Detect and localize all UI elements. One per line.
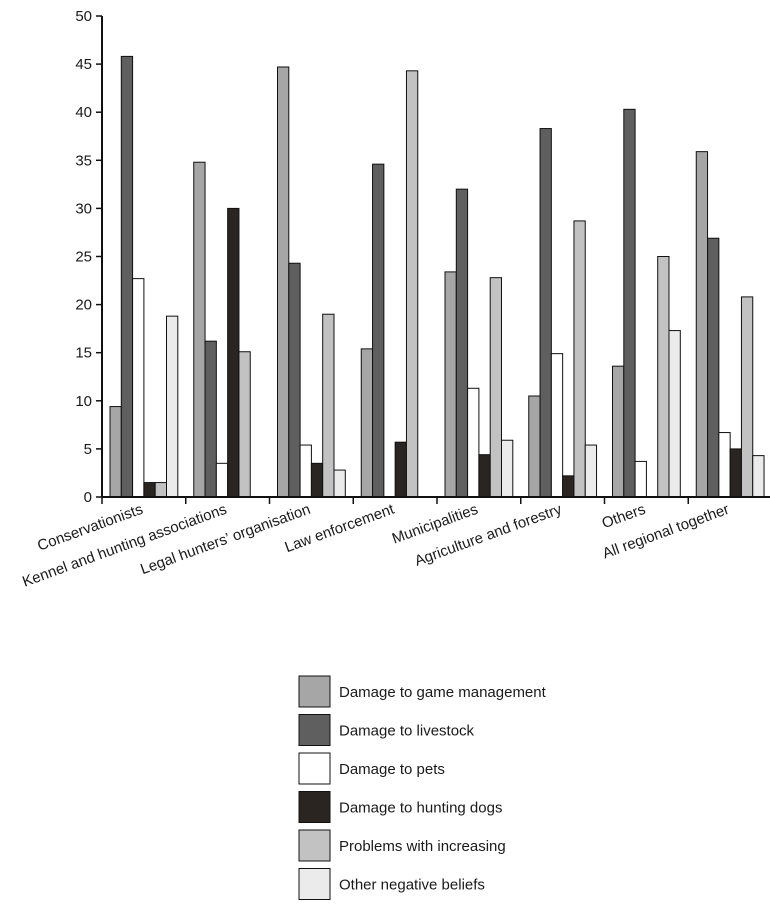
- bar-6-series-5: [573, 220, 586, 498]
- bar-3-series-3: [299, 444, 312, 498]
- bar-3-series-6: [333, 469, 346, 498]
- y-tick-label: 15: [75, 345, 92, 362]
- bar-7-series-2: [623, 108, 636, 498]
- x-category-label: Others: [600, 501, 648, 532]
- bar-2-series-2: [204, 340, 217, 498]
- legend-label: Damage to livestock: [339, 723, 475, 740]
- bar-1-series-5: [154, 482, 167, 498]
- bar-1-series-6: [166, 315, 179, 498]
- bar-5-series-3: [467, 387, 480, 498]
- legend: Damage to game management Damage to lives…: [298, 675, 547, 900]
- bar-7-series-6: [668, 330, 681, 498]
- legend-swatch: [298, 791, 331, 823]
- bar-2-series-4: [227, 207, 240, 498]
- bar-6-series-1: [528, 395, 541, 498]
- y-tick-label: 10: [75, 393, 92, 410]
- bar-6-series-6: [584, 444, 598, 498]
- y-tick-label: 40: [75, 104, 92, 121]
- bar-5-series-5: [489, 277, 503, 498]
- bar-3-series-5: [322, 313, 335, 498]
- bar-2-series-1: [193, 161, 206, 498]
- bar-3-series-4: [310, 462, 324, 498]
- bar-5-series-2: [455, 188, 469, 498]
- bar-5-series-1: [444, 271, 457, 498]
- legend-label: Damage to hunting dogs: [339, 800, 502, 817]
- y-tick-label: 45: [75, 56, 92, 73]
- bar-2-series-3: [215, 462, 229, 498]
- legend-swatch: [298, 829, 331, 862]
- legend-label: Other negative beliefs: [339, 877, 485, 894]
- bar-5-series-4: [478, 454, 491, 498]
- bar-8-series-2: [707, 237, 720, 498]
- legend-swatch: [298, 752, 331, 785]
- bar-3-series-2: [288, 262, 301, 498]
- bar-4-series-2: [372, 163, 385, 498]
- legend-swatch: [298, 675, 331, 708]
- bar-6-series-4: [562, 475, 575, 498]
- legend-swatch: [298, 714, 331, 746]
- legend-label: Damage to game management: [339, 684, 547, 701]
- y-tick-label: 5: [84, 441, 92, 458]
- legend-swatch: [298, 868, 331, 900]
- bar-8-series-5: [740, 296, 754, 498]
- bar-2-series-5: [238, 351, 251, 498]
- bar-3-series-1: [277, 66, 290, 498]
- bar-1-series-4: [143, 482, 156, 498]
- y-tick-label: 0: [84, 489, 92, 506]
- y-tick-label: 20: [75, 297, 92, 314]
- y-tick-label: 25: [75, 249, 92, 266]
- bar-4-series-1: [360, 348, 374, 498]
- bar-4-series-4: [394, 441, 407, 498]
- bar-1-series-3: [132, 278, 145, 498]
- y-tick-label: 35: [75, 152, 92, 169]
- bar-4-series-5: [405, 70, 419, 498]
- bar-8-series-4: [729, 448, 742, 498]
- bar-1-series-2: [120, 55, 134, 498]
- bar-7-series-1: [612, 365, 625, 498]
- bar-1-series-1: [109, 406, 122, 498]
- bar-8-series-1: [695, 151, 709, 498]
- y-tick-label: 50: [75, 8, 92, 25]
- x-category-label: Agriculture and forestry: [412, 501, 564, 570]
- bar-8-series-6: [752, 455, 765, 498]
- bar-6-series-2: [539, 128, 552, 498]
- bar-7-series-3: [634, 460, 647, 498]
- legend-label: Problems with increasing: [339, 838, 506, 855]
- bar-8-series-3: [718, 432, 731, 498]
- bar-7-series-5: [657, 256, 670, 498]
- bars-layer: [109, 55, 765, 498]
- bar-5-series-6: [501, 439, 514, 498]
- y-tick-label: 30: [75, 200, 92, 217]
- legend-label: Damage to pets: [339, 761, 445, 778]
- bar-6-series-3: [550, 353, 564, 498]
